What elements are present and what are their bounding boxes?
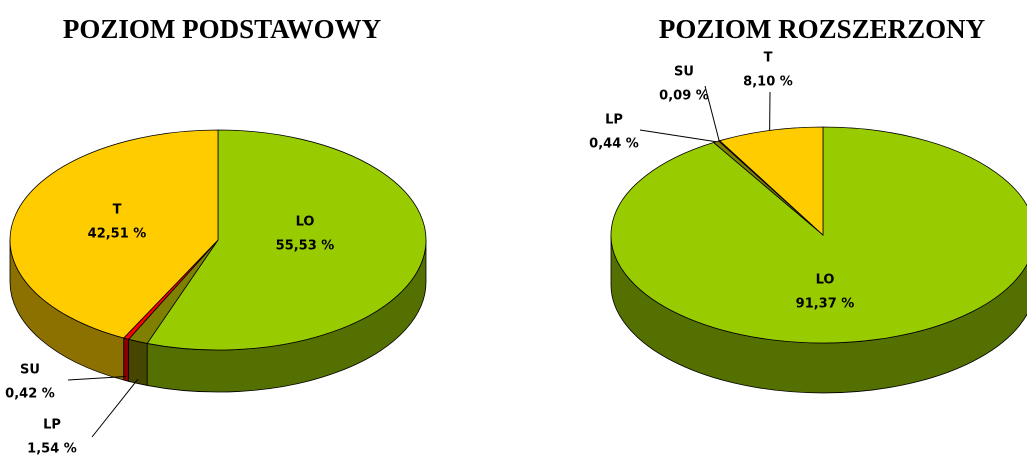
slice-value-label: 91,37 %: [796, 297, 855, 312]
slice-value-label: 8,10 %: [743, 75, 793, 90]
slice-category-label: LO: [296, 215, 315, 230]
slice-category-label: SU: [674, 65, 694, 80]
chart-title: POZIOM ROZSZERZONY: [659, 14, 985, 44]
slice-value-label: 1,54 %: [27, 442, 77, 457]
slice-category-label: SU: [20, 363, 40, 378]
slice-category-label: LP: [605, 113, 623, 128]
slice: [610, 126, 1027, 344]
slice-value-label: 0,09 %: [659, 89, 709, 104]
leader-line: [704, 85, 720, 141]
slice-category-label: LP: [43, 418, 61, 433]
slice: [718, 126, 824, 236]
slice-value-label: 0,42 %: [5, 387, 55, 402]
slice-category-label: T: [764, 51, 773, 66]
slice-category-label: LO: [816, 273, 835, 288]
slice-category-label: T: [113, 203, 122, 218]
slice-side: [128, 338, 148, 386]
slice: [9, 129, 219, 339]
slice: [146, 129, 427, 351]
chart-title: POZIOM PODSTAWOWY: [63, 14, 381, 44]
leader-line: [91, 378, 139, 438]
leader-line: [639, 129, 717, 143]
slice-side: [123, 337, 130, 382]
leader-line: [67, 375, 127, 381]
slice-value-label: 0,44 %: [589, 137, 639, 152]
slice-value-label: 42,51 %: [88, 227, 147, 242]
slice-value-label: 55,53 %: [276, 239, 335, 254]
